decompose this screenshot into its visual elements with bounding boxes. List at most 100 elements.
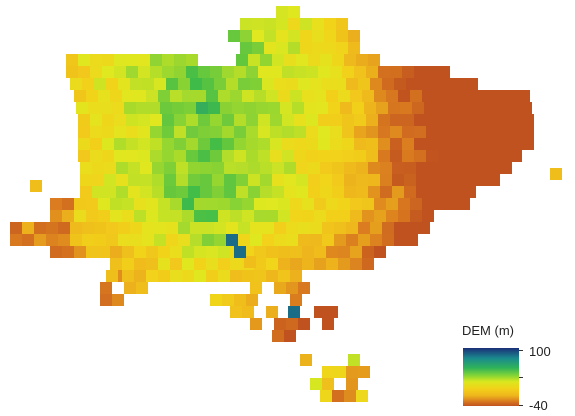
dem-cell xyxy=(378,138,390,150)
dem-cell xyxy=(182,90,194,102)
dem-cell xyxy=(332,186,344,198)
dem-cell xyxy=(254,270,266,282)
dem-cell xyxy=(436,102,448,114)
dem-cell xyxy=(498,114,510,126)
dem-cell xyxy=(440,186,452,198)
dem-cell xyxy=(418,222,430,234)
dem-cell xyxy=(182,198,194,210)
dem-cell xyxy=(290,270,302,282)
dem-cell xyxy=(256,102,268,114)
dem-cell xyxy=(348,354,360,366)
dem-cell xyxy=(150,114,162,126)
dem-cell xyxy=(330,66,342,78)
dem-cell xyxy=(296,186,308,198)
dem-cell xyxy=(296,54,308,66)
dem-cell xyxy=(298,78,310,90)
dem-cell xyxy=(336,18,348,30)
dem-cell xyxy=(270,126,282,138)
dem-cell xyxy=(92,174,104,186)
dem-cell xyxy=(440,174,452,186)
dem-cell xyxy=(86,210,98,222)
dem-cell xyxy=(506,90,518,102)
dem-cell xyxy=(50,198,62,210)
dem-cell xyxy=(336,30,348,42)
dem-cell xyxy=(314,210,326,222)
dem-cell xyxy=(62,246,74,258)
dem-cell xyxy=(94,222,106,234)
dem-cell xyxy=(134,210,146,222)
dem-cell xyxy=(50,210,62,222)
dem-cell xyxy=(234,150,246,162)
dem-cell xyxy=(154,78,166,90)
dem-cell xyxy=(330,150,342,162)
dem-cell xyxy=(450,126,462,138)
dem-cell xyxy=(350,198,362,210)
dem-cell xyxy=(318,126,330,138)
dem-cell xyxy=(138,114,150,126)
dem-cell xyxy=(342,138,354,150)
dem-cell xyxy=(236,162,248,174)
dem-cell xyxy=(170,90,182,102)
dem-cell xyxy=(474,126,486,138)
dem-cell xyxy=(486,114,498,126)
dem-cell xyxy=(162,54,174,66)
legend-title: DEM (m) xyxy=(462,323,514,338)
dem-cell xyxy=(250,222,262,234)
dem-cell xyxy=(510,126,522,138)
dem-cell xyxy=(298,222,310,234)
dem-cell xyxy=(314,198,326,210)
dem-cell xyxy=(138,138,150,150)
dem-cell xyxy=(306,138,318,150)
dem-cell xyxy=(258,138,270,150)
dem-cell xyxy=(394,222,406,234)
dem-cell xyxy=(130,234,142,246)
dem-cell xyxy=(498,126,510,138)
dem-cell xyxy=(82,234,94,246)
dem-cell xyxy=(326,198,338,210)
dem-cell xyxy=(210,150,222,162)
dem-cell xyxy=(206,270,218,282)
dem-cell xyxy=(206,198,218,210)
dem-cell xyxy=(208,102,220,114)
dem-cell xyxy=(282,150,294,162)
dem-cell xyxy=(454,78,466,90)
dem-cell xyxy=(366,150,378,162)
dem-cell xyxy=(226,78,238,90)
dem-cell xyxy=(214,234,226,246)
dem-cell xyxy=(160,102,172,114)
dem-cell xyxy=(520,102,532,114)
dem-cell xyxy=(138,66,150,78)
dem-cell xyxy=(134,246,146,258)
dem-cell xyxy=(358,234,370,246)
dem-cell xyxy=(358,78,370,90)
dem-cell xyxy=(438,138,450,150)
dem-cell xyxy=(422,198,434,210)
dem-cell xyxy=(222,138,234,150)
dem-cell xyxy=(266,198,278,210)
dem-cell xyxy=(224,174,236,186)
dem-cell xyxy=(188,162,200,174)
dem-cell xyxy=(194,270,206,282)
dem-cell xyxy=(370,222,382,234)
dem-cell xyxy=(146,258,158,270)
dem-cell xyxy=(258,66,270,78)
dem-cell xyxy=(266,306,278,318)
dem-cell xyxy=(486,150,498,162)
dem-cell xyxy=(272,330,284,342)
dem-cell xyxy=(404,162,416,174)
dem-cell xyxy=(306,66,318,78)
dem-cell xyxy=(350,258,362,270)
dem-cell xyxy=(370,78,382,90)
dem-cell xyxy=(188,174,200,186)
dem-cell xyxy=(70,222,82,234)
dem-cell xyxy=(338,258,350,270)
dem-cell xyxy=(234,66,246,78)
dem-cell xyxy=(174,126,186,138)
dem-cell xyxy=(242,198,254,210)
dem-cell xyxy=(104,174,116,186)
dem-cell xyxy=(340,102,352,114)
dem-cell xyxy=(460,102,472,114)
dem-cell xyxy=(332,390,344,402)
dem-cell xyxy=(140,186,152,198)
dem-cell xyxy=(234,294,246,306)
